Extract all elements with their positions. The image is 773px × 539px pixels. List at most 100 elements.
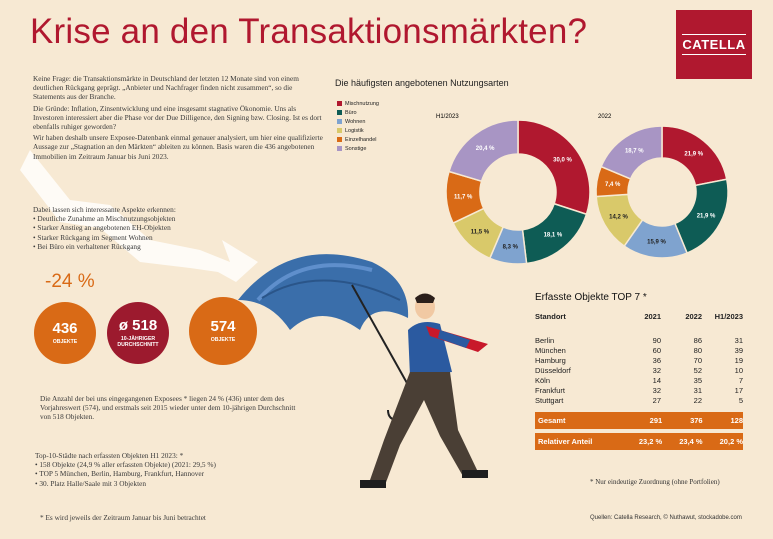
table-cell: 22 xyxy=(693,396,702,405)
legend-label: Einzelhandel xyxy=(345,136,377,143)
table-cell: 60 xyxy=(652,346,661,355)
legend-item: Mischnutzung xyxy=(337,99,379,108)
legend-label: Mischnutzung xyxy=(345,100,379,107)
data-label: 7,4 % xyxy=(605,182,621,188)
chart-legend: Mischnutzung Büro Wohnen Logistik Einzel… xyxy=(337,99,379,153)
table-cell: Frankfurt xyxy=(535,386,566,395)
legend-label: Wohnen xyxy=(345,118,366,125)
list-item: 158 Objekte (24,9 % aller erfassten Obje… xyxy=(35,460,305,469)
chart-title: 2022 xyxy=(598,114,612,120)
legend-swatch xyxy=(337,110,342,115)
pie-slice xyxy=(600,125,663,180)
table-row: Köln 14 35 7 xyxy=(535,376,743,386)
table-row: Düsseldorf 32 52 10 xyxy=(535,366,743,376)
legend-item: Büro xyxy=(337,108,379,117)
top10-list: 158 Objekte (24,9 % aller erfassten Obje… xyxy=(35,460,305,488)
table-cell: Stuttgart xyxy=(535,396,564,405)
table-total-row: Gesamt 291 376 128 xyxy=(535,412,743,429)
table-share-row: Relativer Anteil 23,2 % 23,4 % 20,2 % xyxy=(535,433,743,450)
table-row: Stuttgart 27 22 5 xyxy=(535,396,743,406)
list-item: 30. Platz Halle/Saale mit 3 Objekten xyxy=(35,479,305,488)
legend-item: Sonstige xyxy=(337,144,379,153)
table-row: Berlin 90 86 31 xyxy=(535,336,743,346)
legend-item: Wohnen xyxy=(337,117,379,126)
intro-paragraph: Keine Frage: die Transaktionsmärkte in D… xyxy=(33,74,299,102)
table-cell: Düsseldorf xyxy=(535,366,571,375)
table-row: Hamburg 36 70 19 xyxy=(535,356,743,366)
table-cell: 7 xyxy=(738,376,743,385)
stat-circle-current: 436 OBJEKTE xyxy=(34,302,96,364)
list-item: TOP 5 München, Berlin, Hamburg, Frankfur… xyxy=(35,469,305,478)
data-label: 15,9 % xyxy=(647,240,666,246)
table-cell: 35 xyxy=(693,376,702,385)
pie-slice xyxy=(517,119,591,216)
data-label: 11,5 % xyxy=(471,230,490,236)
stat-value: ø 518 xyxy=(118,317,158,334)
table-cell: 10 xyxy=(734,366,743,375)
aspects-list: Deutliche Zunahme an Mischnutzungsobjekt… xyxy=(33,214,273,251)
table-cell: Köln xyxy=(535,376,551,385)
table-cell: 52 xyxy=(693,366,702,375)
stat-value: 574 xyxy=(210,318,236,335)
table-row: München 60 80 39 xyxy=(535,346,743,356)
table-cell: 291 xyxy=(649,416,663,425)
table-row: Frankfurt 32 31 17 xyxy=(535,386,743,396)
list-item: Bei Büro ein verhaltener Rückgang xyxy=(33,242,273,251)
stat-circle-average: ø 518 10-JÄHRIGER DURCHSCHNITT xyxy=(107,302,169,364)
table-cell: 23,2 % xyxy=(638,437,663,446)
table-cell: München xyxy=(535,346,566,355)
objects-table: Standort 2021 2022 H1/2023 Berlin 90 86 31 … xyxy=(535,312,743,450)
donut-chart-2022: 2022 21,9 % 21,9 % 15,9 % 14,2 % 7,4 % 18,7 % xyxy=(595,114,729,259)
stat-value: 436 xyxy=(52,320,78,337)
legend-label: Logistik xyxy=(345,127,364,134)
table-cell: 32 xyxy=(652,366,661,375)
legend-swatch xyxy=(337,146,342,151)
table-cell: 86 xyxy=(693,336,702,345)
data-label: 8,3 % xyxy=(503,244,519,250)
chart-title: H1/2023 xyxy=(436,114,459,120)
legend-swatch xyxy=(337,128,342,133)
table-cell: 70 xyxy=(693,356,702,365)
data-label: 11,7 % xyxy=(454,194,473,200)
intro-paragraph: Wir haben deshalb unsere Exposee-Datenba… xyxy=(33,133,323,161)
sources: Quellen: Catella Research, © Nuthawut, s… xyxy=(590,515,742,521)
legend-swatch xyxy=(337,101,342,106)
table-cell: 39 xyxy=(734,346,743,355)
table-cell: 36 xyxy=(652,356,661,365)
table-cell: Hamburg xyxy=(535,356,566,365)
table-cell: 17 xyxy=(734,386,743,395)
table-note: * Nur eindeutige Zuordnung (ohne Portfol… xyxy=(590,478,720,486)
stat-label: OBJEKTE xyxy=(52,339,78,345)
catella-logo: CATELLA xyxy=(676,10,752,79)
table-cell: 14 xyxy=(652,376,661,385)
table-cell: 31 xyxy=(734,336,743,345)
data-label: 14,2 % xyxy=(609,215,628,221)
table-cell: 90 xyxy=(652,336,661,345)
expose-text: Die Anzahl der bei uns eingegangenen Exp… xyxy=(40,394,296,422)
column-header: Standort xyxy=(535,312,566,321)
data-label: 20,4 % xyxy=(476,146,495,152)
aspects-block: Dabei lassen sich interessante Aspekte e… xyxy=(33,205,273,251)
businessman-icon xyxy=(360,293,488,488)
umbrella-icon xyxy=(238,254,413,422)
top10-block: Top-10-Städte nach erfassten Objekten H1… xyxy=(35,451,305,488)
donut-chart-h1-2023: H1/2023 30,0 % 18,1 % 8,3 % 11,5 % 11,7 % 20,4… xyxy=(436,114,591,265)
stat-label: 10-JÄHRIGER DURCHSCHNITT xyxy=(117,336,159,348)
list-item: Starker Anstieg an angebotenen EH-Objekt… xyxy=(33,223,273,232)
list-item: Starker Rückgang im Segment Wohnen xyxy=(33,233,273,242)
stat-label: OBJEKTE xyxy=(210,337,236,343)
stat-circle-previous: 574 OBJEKTE xyxy=(189,297,257,365)
table-cell: 32 xyxy=(652,386,661,395)
table-cell: 23,4 % xyxy=(679,437,703,446)
table-cell: 80 xyxy=(693,346,702,355)
legend-label: Sonstige xyxy=(345,145,367,152)
column-header: 2022 xyxy=(685,312,702,321)
change-percent: -24 % xyxy=(45,271,95,292)
legend-item: Logistik xyxy=(337,126,379,135)
page-title: Krise an den Transaktionsmärkten? xyxy=(30,12,588,51)
legend-swatch xyxy=(337,137,342,142)
table-cell: 128 xyxy=(730,416,743,425)
aspects-title: Dabei lassen sich interessante Aspekte e… xyxy=(33,205,176,214)
data-label: 18,1 % xyxy=(544,232,563,238)
legend-item: Einzelhandel xyxy=(337,135,379,144)
